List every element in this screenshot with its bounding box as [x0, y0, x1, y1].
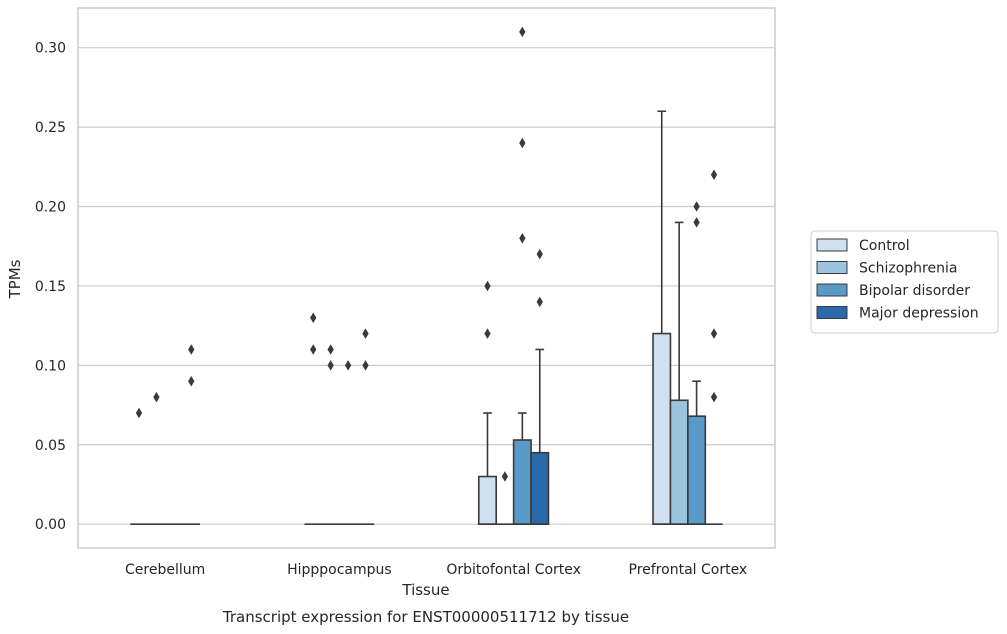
x-tick-labels: Cerebellum Hipppocampus Orbitofontal Corte… [125, 562, 747, 578]
box-body [530, 451, 550, 525]
box-major-depression [530, 248, 550, 525]
legend-swatch [816, 261, 848, 274]
box-major-depression [705, 169, 723, 525]
y-tick-label: 0.30 [35, 41, 66, 57]
box-bipolar-disorder [339, 360, 357, 525]
box-body [512, 439, 532, 525]
box-major-depression [182, 344, 200, 525]
box-schizophrenia [321, 344, 340, 525]
outlier-point [484, 280, 491, 292]
y-tick-label: 0.05 [35, 438, 66, 454]
box-control [304, 312, 322, 525]
box-body [687, 415, 707, 525]
outlier-point [519, 137, 526, 149]
outlier-point [310, 312, 317, 323]
box-bipolar-disorder [512, 26, 532, 525]
outlier-point [188, 375, 195, 387]
legend-swatch [816, 283, 848, 297]
y-axis-title: TPMs [6, 259, 24, 299]
y-tick-label: 0.20 [35, 200, 66, 216]
box-body [477, 475, 497, 525]
outlier-point [327, 360, 334, 371]
y-tick-label: 0.25 [35, 120, 66, 136]
y-tick-label: 0.10 [35, 358, 66, 374]
outlier-point [188, 344, 195, 355]
outlier-point [501, 471, 509, 482]
y-tick-label: 0.00 [35, 517, 66, 533]
legend-label: Major depression [859, 306, 979, 322]
outlier-point [135, 407, 143, 419]
legend-label: Control [859, 238, 910, 254]
outlier-point [519, 26, 526, 38]
outlier-point [693, 201, 700, 212]
y-tick-labels: 0.00 0.05 0.10 0.15 0.20 0.25 0.30 [35, 41, 66, 533]
x-tick-label: Hipppocampus [287, 562, 392, 578]
box-major-depression [356, 328, 375, 525]
outlier-point [536, 296, 543, 308]
outlier-point [153, 391, 160, 403]
outlier-point [362, 328, 369, 339]
box-body [652, 332, 672, 525]
outlier-point [310, 344, 317, 355]
outlier-point [693, 217, 700, 228]
legend-frame [810, 230, 999, 334]
box-bipolar-disorder [687, 201, 707, 525]
plot-frame [77, 7, 776, 549]
outlier-point [710, 328, 718, 339]
x-axis-title: Tissue [401, 581, 449, 599]
figure-caption: Transcript expression for ENST0000051171… [222, 608, 629, 626]
legend-swatch [816, 306, 848, 319]
x-tick-label: Orbitofontal Cortex [446, 562, 581, 578]
outlier-point [519, 233, 526, 244]
box-groups [130, 26, 723, 525]
legend-label: Schizophrenia [859, 261, 957, 277]
x-tick-label: Prefrontal Cortex [629, 562, 748, 578]
box-control [477, 280, 497, 525]
legend-label: Bipolar disorder [859, 283, 970, 299]
outlier-point [362, 360, 369, 371]
x-tick-label: Cerebellum [125, 562, 205, 578]
outlier-point [710, 391, 718, 403]
box-schizophrenia [496, 471, 514, 525]
outlier-point [536, 248, 543, 260]
outlier-point [327, 344, 334, 355]
outlier-point [344, 360, 352, 371]
box-schizophrenia [669, 221, 689, 525]
legend-swatch [816, 238, 848, 252]
grid-lines [78, 47, 775, 525]
outlier-point [710, 169, 718, 181]
y-tick-label: 0.15 [35, 279, 66, 295]
box-control [652, 110, 672, 525]
outlier-point [484, 328, 491, 339]
legend: Control Schizophrenia Bipolar disorder Majo… [810, 230, 999, 334]
box-body [669, 399, 689, 525]
box-control [130, 407, 148, 525]
box-schizophrenia [147, 391, 166, 525]
